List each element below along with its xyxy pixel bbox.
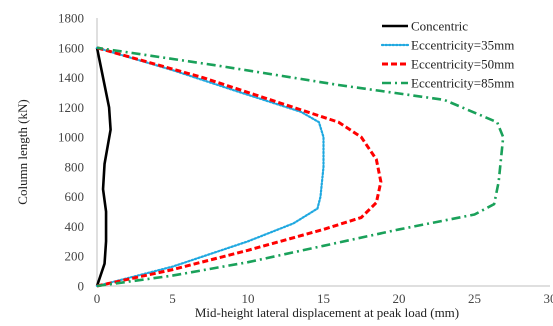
y-tick-label: 1400: [58, 70, 84, 85]
x-tick-label: 30: [544, 291, 553, 306]
x-tick-label: 0: [94, 291, 101, 306]
series-line-eccentricity-85mm: [96, 46, 505, 288]
series-line-concentric: [95, 47, 112, 287]
y-tick-label: 0: [78, 279, 85, 294]
legend-label: Eccentricity=85mm: [411, 76, 514, 91]
y-axis-title: Column length (kN): [15, 99, 30, 204]
y-tick-label: 800: [65, 159, 85, 174]
tick-labels: 0 5 10 15 20 25 30 0 200 400 600 800 1000 1200 1400 160…: [58, 11, 553, 307]
x-tick-label: 25: [468, 291, 481, 306]
y-tick-label: 1800: [58, 11, 84, 26]
legend: Concentric Eccentricity=35mm Eccentricity=…: [380, 19, 514, 91]
legend-label: Eccentricity=35mm: [411, 38, 514, 53]
x-tick-label: 10: [242, 291, 255, 306]
series-group: [95, 46, 505, 288]
y-tick-label: 1600: [58, 40, 84, 55]
legend-label: Eccentricity=50mm: [411, 57, 514, 72]
y-tick-label: 400: [65, 219, 85, 234]
x-tick-label: 20: [393, 291, 406, 306]
x-tick-label: 15: [317, 291, 330, 306]
axes: [96, 18, 550, 287]
y-tick-label: 200: [65, 249, 85, 264]
x-tick-label: 5: [169, 291, 176, 306]
y-tick-label: 1200: [58, 100, 84, 115]
series-line-eccentricity-50mm: [96, 46, 383, 288]
y-tick-label: 600: [65, 189, 85, 204]
series-line-eccentricity-35mm: [95, 46, 325, 288]
x-axis-title: Mid-height lateral displacement at peak …: [195, 305, 459, 320]
legend-label: Concentric: [411, 19, 468, 34]
y-tick-label: 1000: [58, 130, 84, 145]
